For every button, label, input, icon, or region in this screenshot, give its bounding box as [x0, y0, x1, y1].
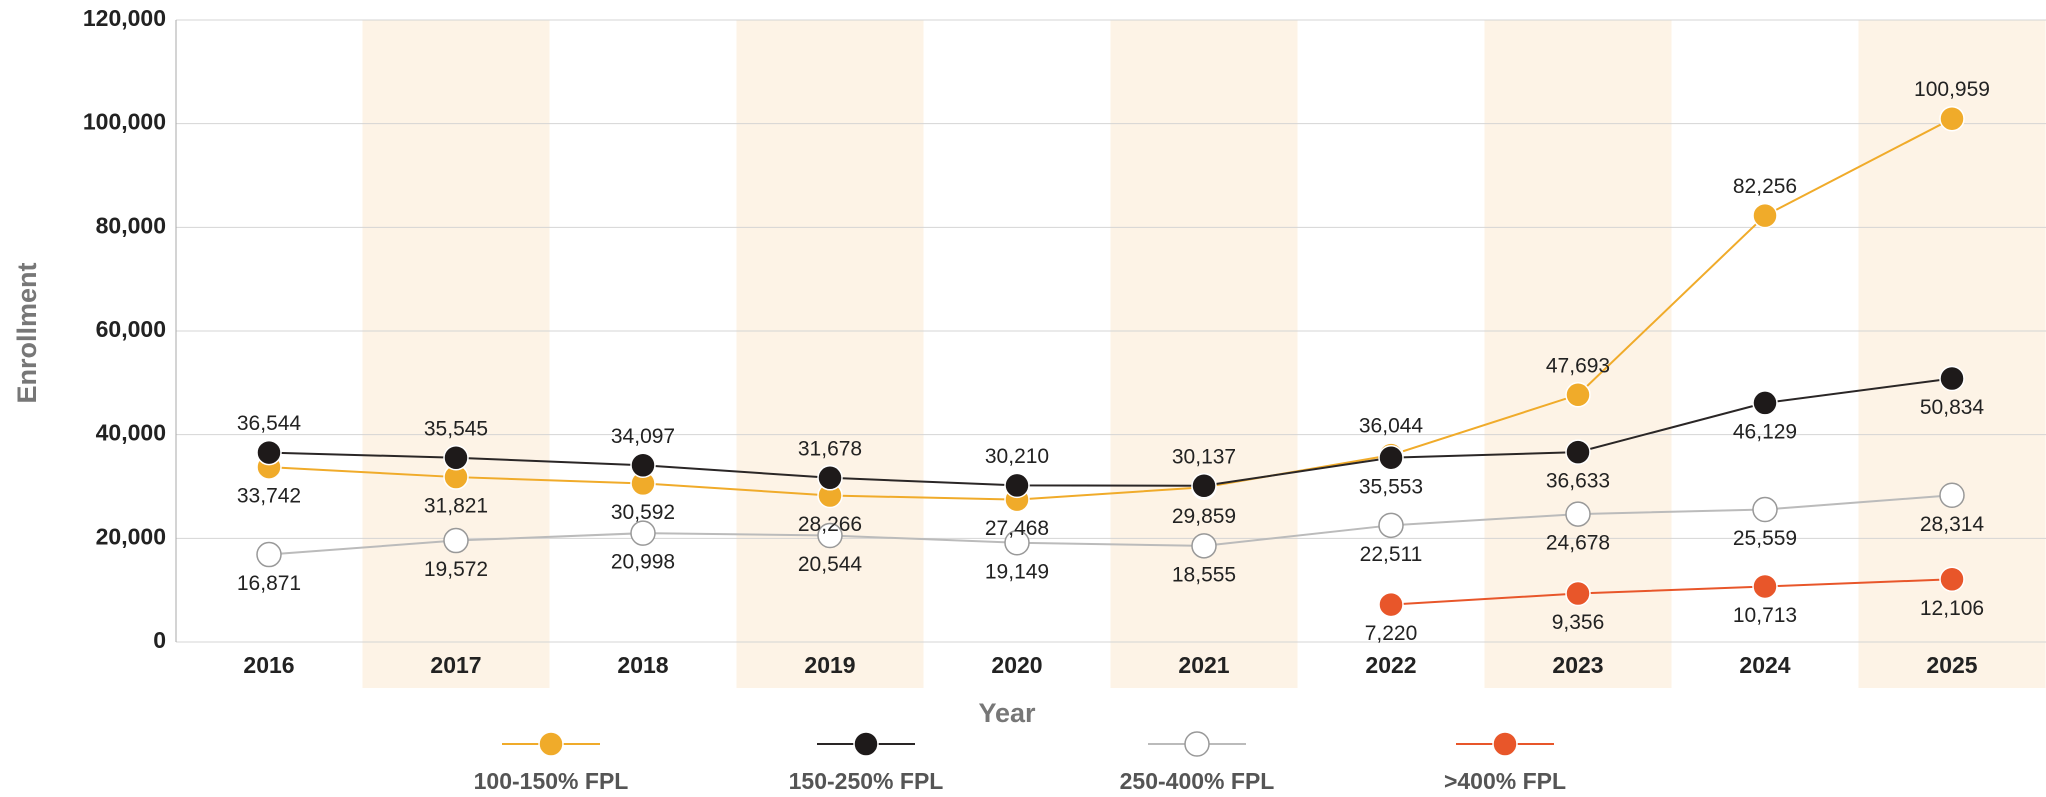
x-tick-label: 2023 — [1552, 652, 1603, 678]
data-label: 30,137 — [1172, 445, 1236, 468]
data-label: 33,742 — [237, 485, 301, 508]
y-tick-label: 80,000 — [96, 212, 166, 238]
data-label: 16,871 — [237, 572, 301, 595]
marker — [1752, 496, 1778, 523]
series-line — [268, 117, 1953, 501]
data-label: 29,859 — [1172, 505, 1236, 528]
data-label: 28,266 — [798, 513, 862, 536]
data-label: 19,572 — [424, 558, 488, 581]
legend-marker — [1492, 731, 1518, 757]
y-axis-label: Enrollment — [12, 262, 42, 403]
marker — [817, 522, 843, 549]
data-label: 82,256 — [1733, 175, 1797, 198]
marker — [1191, 473, 1217, 499]
y-tick-label: 40,000 — [96, 420, 166, 446]
data-label: 50,834 — [1920, 396, 1985, 419]
marker — [630, 452, 656, 479]
marker — [817, 465, 843, 491]
data-label: 28,314 — [1920, 513, 1985, 536]
x-tick-label: 2022 — [1365, 652, 1416, 678]
legend-label: 100-150% FPL — [474, 768, 629, 794]
legend-label: 150-250% FPL — [789, 768, 944, 794]
marker — [1004, 472, 1030, 499]
marker — [1378, 591, 1404, 618]
data-label: 12,106 — [1920, 597, 1984, 620]
marker — [443, 527, 469, 554]
y-tick-label: 0 — [153, 627, 166, 653]
marker — [630, 520, 656, 546]
x-tick-label: 2019 — [804, 652, 855, 678]
data-label: 34,097 — [611, 425, 675, 448]
data-label: 22,511 — [1360, 543, 1423, 566]
series-line — [1390, 578, 1953, 606]
data-label: 47,693 — [1546, 354, 1610, 377]
data-label: 36,633 — [1546, 470, 1610, 493]
data-label: 31,678 — [798, 437, 862, 460]
marker — [1752, 390, 1778, 416]
marker — [256, 541, 282, 568]
marker — [1378, 444, 1404, 471]
marker — [1752, 573, 1778, 600]
marker — [256, 439, 282, 466]
marker — [1378, 512, 1404, 539]
column-band — [362, 20, 550, 688]
data-label: 27,468 — [985, 517, 1049, 540]
x-tick-label: 2018 — [617, 652, 668, 678]
data-label: 18,555 — [1172, 563, 1236, 586]
column-band — [1484, 20, 1672, 688]
legend-marker — [853, 731, 879, 757]
y-tick-label: 60,000 — [96, 316, 166, 342]
data-label: 36,044 — [1359, 415, 1424, 438]
x-tick-label: 2021 — [1178, 652, 1229, 678]
column-band — [736, 20, 924, 688]
data-label: 19,149 — [985, 560, 1049, 583]
marker — [1939, 105, 1965, 132]
data-label: 30,210 — [985, 445, 1049, 468]
data-label: 36,544 — [237, 412, 302, 435]
y-tick-label: 120,000 — [83, 5, 166, 31]
legend-marker — [1184, 731, 1210, 757]
data-label: 7,220 — [1365, 622, 1418, 645]
x-tick-label: 2025 — [1926, 652, 1977, 678]
x-tick-label: 2017 — [430, 652, 481, 678]
legend-label: 250-400% FPL — [1120, 768, 1275, 794]
marker — [1565, 382, 1591, 408]
data-label: 35,553 — [1359, 475, 1423, 498]
data-label: 10,713 — [1733, 604, 1797, 627]
marker — [1565, 439, 1591, 465]
marker — [1939, 365, 1965, 392]
y-tick-label: 100,000 — [83, 109, 166, 135]
marker — [1565, 501, 1591, 527]
x-tick-label: 2024 — [1739, 652, 1790, 678]
series-line — [268, 494, 1953, 556]
marker — [1565, 580, 1591, 607]
data-label: 100,959 — [1914, 78, 1990, 101]
y-tick-label: 20,000 — [96, 523, 166, 549]
marker — [443, 445, 469, 471]
column-band — [1110, 20, 1298, 688]
data-label: 24,678 — [1546, 532, 1610, 555]
legend-marker — [538, 731, 564, 757]
data-label: 20,544 — [798, 553, 863, 576]
data-label: 35,545 — [424, 417, 488, 440]
series-line — [268, 377, 1953, 487]
marker — [1004, 529, 1030, 556]
data-label: 20,998 — [611, 551, 675, 574]
x-axis-label: Year — [978, 698, 1036, 728]
data-label: 31,821 — [424, 495, 488, 518]
data-label: 9,356 — [1552, 611, 1605, 634]
marker — [1752, 202, 1778, 229]
data-label: 30,592 — [611, 501, 675, 524]
x-tick-label: 2020 — [991, 652, 1042, 678]
x-tick-label: 2016 — [243, 652, 294, 678]
data-label: 46,129 — [1733, 420, 1797, 443]
data-label: 25,559 — [1733, 527, 1797, 550]
marker — [1191, 533, 1217, 559]
marker — [1939, 566, 1965, 593]
legend-label: >400% FPL — [1444, 768, 1566, 794]
marker — [1939, 482, 1965, 508]
